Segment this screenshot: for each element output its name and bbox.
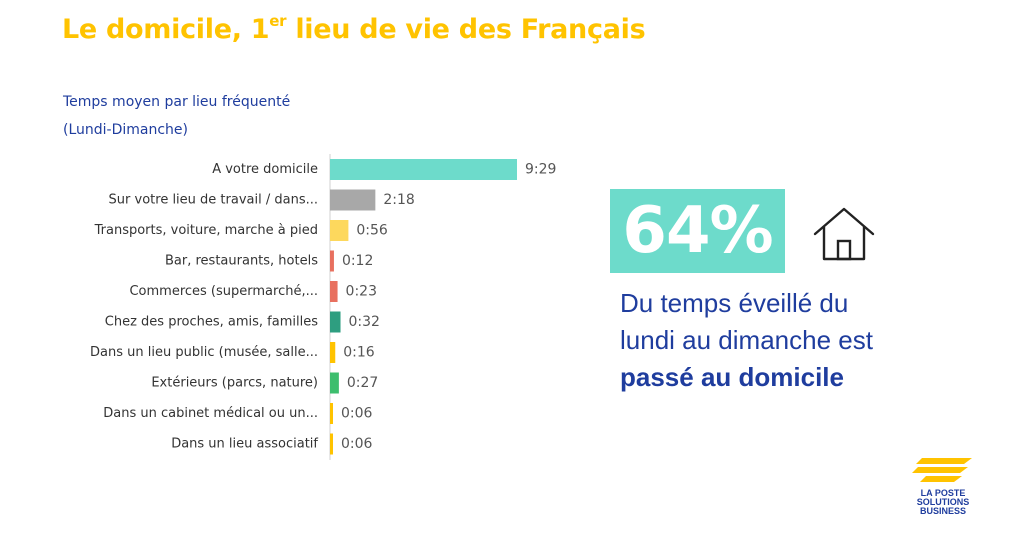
bar bbox=[330, 250, 334, 272]
percentage-highlight: 64% bbox=[610, 189, 785, 273]
category-label: Extérieurs (parcs, nature) bbox=[151, 376, 318, 391]
bar bbox=[330, 281, 338, 302]
logo-text-2: SOLUTIONS bbox=[916, 497, 970, 507]
category-label: Dans un lieu associatif bbox=[171, 437, 318, 452]
bar bbox=[330, 189, 376, 211]
category-label: A votre domicile bbox=[212, 162, 318, 177]
page-title: Le domicile, 1er lieu de vie des Françai… bbox=[62, 12, 646, 45]
bar bbox=[330, 372, 339, 394]
value-label: 0:12 bbox=[342, 253, 373, 269]
bar bbox=[330, 403, 333, 424]
description-line-1: Du temps éveillé du bbox=[620, 288, 849, 318]
bar-chart: A votre domicile 9:29 Sur votre lieu de tr… bbox=[90, 154, 556, 460]
description-line-3: passé au domicile bbox=[620, 362, 844, 392]
value-label: 0:23 bbox=[346, 284, 377, 300]
bar bbox=[330, 220, 349, 241]
category-label: Transports, voiture, marche à pied bbox=[94, 223, 318, 238]
value-label: 9:29 bbox=[525, 162, 556, 178]
value-label: 0:06 bbox=[341, 436, 373, 452]
value-label: 0:27 bbox=[347, 375, 378, 391]
value-label: 2:18 bbox=[383, 192, 414, 208]
value-label: 0:32 bbox=[349, 314, 380, 330]
house-icon bbox=[813, 207, 875, 261]
bar bbox=[330, 159, 517, 180]
description-line-2: lundi au dimanche est bbox=[620, 325, 873, 355]
chart-subtitle: Temps moyen par lieu fréquenté bbox=[63, 94, 291, 110]
la-poste-bird-icon bbox=[912, 458, 972, 482]
category-label: Sur votre lieu de travail / dans... bbox=[109, 193, 318, 208]
value-label: 0:06 bbox=[341, 406, 373, 422]
logo-text-1: LA POSTE bbox=[920, 488, 966, 498]
category-label: Chez des proches, amis, familles bbox=[105, 315, 318, 330]
category-label: Dans un lieu public (musée, salle... bbox=[90, 345, 318, 360]
category-label: Commerces (supermarché,... bbox=[129, 284, 318, 299]
value-label: 0:16 bbox=[343, 345, 375, 361]
bar bbox=[330, 311, 341, 333]
la-poste-logo: LA POSTE SOLUTIONS BUSINESS bbox=[908, 456, 988, 516]
highlight-description: Du temps éveillé du lundi au dimanche es… bbox=[620, 285, 940, 396]
chart-period: (Lundi-Dimanche) bbox=[63, 122, 188, 138]
bar bbox=[330, 342, 336, 363]
logo-text-3: BUSINESS bbox=[919, 506, 966, 516]
category-label: Dans un cabinet médical ou un... bbox=[103, 406, 318, 421]
category-label: Bar, restaurants, hotels bbox=[165, 254, 318, 269]
bar bbox=[330, 433, 333, 455]
value-label: 0:56 bbox=[356, 223, 388, 239]
